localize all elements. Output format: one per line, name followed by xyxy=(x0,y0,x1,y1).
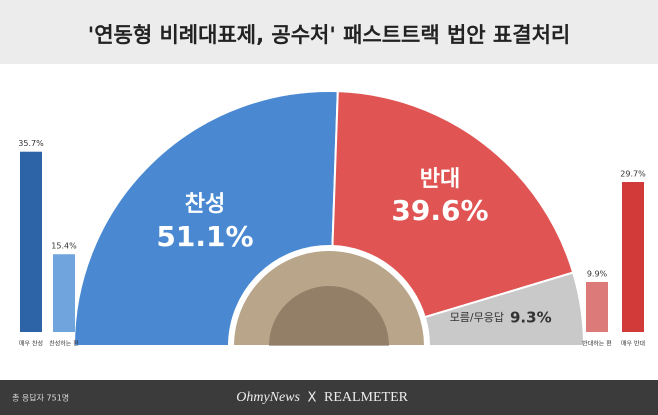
value-label: 9.9% xyxy=(587,270,608,279)
inner-photo-shade xyxy=(269,286,389,346)
value-label: 39.6% xyxy=(391,194,488,227)
category-label: 매우 찬성 xyxy=(19,340,43,348)
chart-title: '연동형 비례대표제, 공수처' 패스트트랙 법안 표결처리 xyxy=(88,23,570,47)
brand: OhmyNews xyxy=(236,390,300,405)
brand: REALMETER xyxy=(324,390,409,405)
bar xyxy=(20,151,42,332)
segment-label: 모름/무응답 xyxy=(450,311,504,324)
title-band xyxy=(0,0,658,64)
value-label: 51.1% xyxy=(156,220,253,253)
brand-separator: X xyxy=(308,391,317,406)
donut-segment xyxy=(331,90,575,319)
footer-band xyxy=(0,380,658,415)
bar xyxy=(53,254,75,332)
value-label: 15.4% xyxy=(51,242,77,251)
donut-segment xyxy=(72,90,339,347)
category-label: 반대하는 편 xyxy=(582,340,612,348)
footer-note: 총 응답자 751명 xyxy=(12,393,69,403)
segment-label: 반대 xyxy=(420,167,460,192)
donut-segment xyxy=(423,271,586,347)
bar xyxy=(622,182,644,332)
bar xyxy=(586,282,608,332)
value-label: 35.7% xyxy=(18,139,44,148)
category-label: 매우 반대 xyxy=(621,340,645,348)
value-label: 29.7% xyxy=(620,170,646,179)
category-label: 찬성하는 편 xyxy=(49,340,79,348)
value-label: 9.3% xyxy=(510,309,552,327)
segment-label: 찬성 xyxy=(185,192,225,217)
